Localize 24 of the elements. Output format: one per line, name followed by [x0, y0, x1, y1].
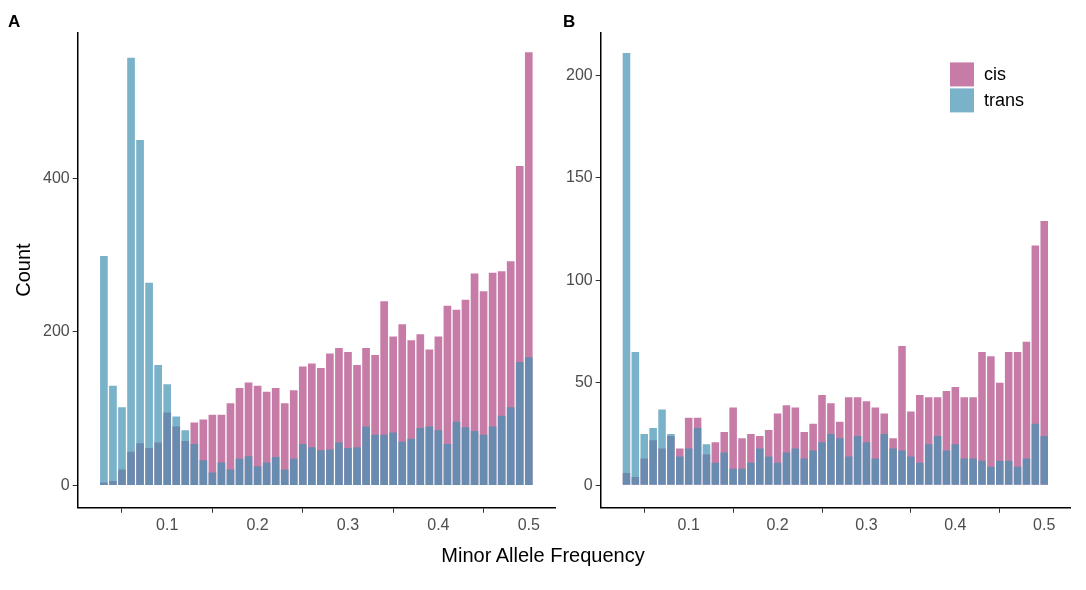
y-tick-label: 200 [565, 65, 593, 83]
y-tick-label: 0 [60, 475, 70, 493]
legend-label: trans [984, 90, 1025, 111]
x-tick-label: 0.4 [944, 515, 967, 533]
legend-label: cis [984, 64, 1006, 85]
x-tick-label: 0.1 [156, 515, 179, 533]
x-tick-label: 0.4 [427, 515, 450, 533]
x-axis-title: Minor Allele Frequency [440, 544, 646, 567]
chart-title: B [563, 11, 576, 31]
y-tick-label: 150 [565, 168, 593, 186]
y-tick-label: 50 [574, 373, 593, 391]
x-tick-label: 0.5 [517, 515, 540, 533]
y-axis-title: Count [11, 242, 34, 297]
chart-title: A [8, 11, 21, 31]
x-tick-label: 0.3 [855, 515, 878, 533]
y-tick-label: 0 [583, 475, 593, 493]
y-tick-label: 100 [565, 270, 593, 288]
x-tick-label: 0.2 [246, 515, 269, 533]
x-tick-label: 0.2 [766, 515, 789, 533]
x-tick-label: 0.1 [677, 515, 700, 533]
x-tick-label: 0.5 [1033, 515, 1056, 533]
y-tick-label: 200 [42, 322, 70, 340]
x-tick-label: 0.3 [336, 515, 360, 533]
y-tick-label: 400 [42, 168, 70, 186]
